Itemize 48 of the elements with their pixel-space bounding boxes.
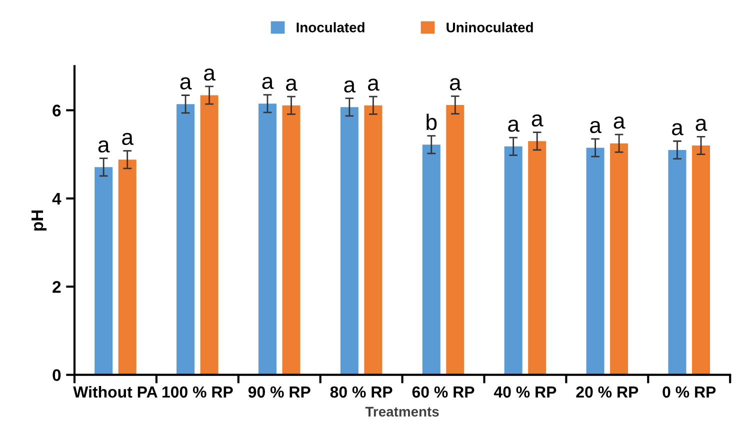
data-label: a [508,120,520,132]
data-label: a [368,78,380,91]
data-label: a [98,140,110,153]
x-tick-label: 60 % RP [412,386,474,398]
legend-label: Inoculated [296,22,364,32]
bar [586,148,604,375]
bar [528,141,546,375]
data-label: a [590,120,602,134]
bar [176,104,195,375]
x-tick-label: 100 % RP [162,386,233,398]
x-tick-label: 40 % RP [494,386,556,398]
x-tick-label: Without PA [73,386,158,398]
data-label: a [532,114,544,127]
y-axis-title: pH [32,210,46,231]
legend-label: Uninoculated [446,22,533,32]
bar [200,95,218,375]
x-tick-label: 20 % RP [576,386,638,398]
y-tick-label: 0 [52,369,61,382]
data-label: b [426,114,437,130]
bar [94,167,113,375]
bar [610,143,628,375]
bar [258,104,277,375]
y-tick-label: 4 [52,193,62,204]
data-label: a [204,68,216,81]
data-label: a [262,76,274,90]
bar [364,105,382,375]
x-tick-label: 90 % RP [248,386,310,398]
bar [282,105,300,375]
y-tick-label: 2 [52,281,61,293]
data-label: a [614,116,626,129]
bar [504,146,522,375]
bar [446,104,464,375]
x-tick-label: 80 % RP [330,386,392,398]
x-tick-label: 0 % RP [662,386,716,398]
data-label: a [180,77,192,90]
x-axis-title: Treatments [365,406,439,417]
bar [340,107,358,375]
bar [422,144,440,375]
data-label: a [672,123,684,136]
bar [692,146,710,375]
data-label: a [286,78,298,91]
y-tick-label: 6 [52,104,61,116]
data-label: a [344,80,356,93]
data-label: a [696,118,708,131]
bar [118,160,136,375]
data-label: a [450,78,462,90]
bar [668,150,686,375]
data-label: a [122,132,134,146]
